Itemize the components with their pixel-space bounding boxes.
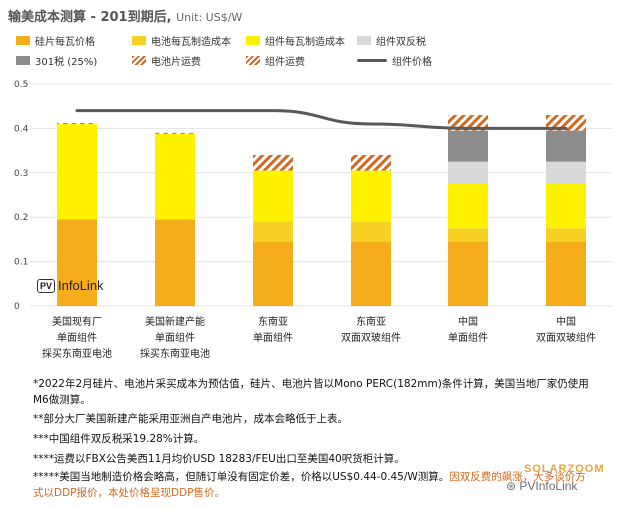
y-tick-label: 0.3 [14, 169, 28, 179]
bar-segment [546, 228, 586, 242]
legend-label: 组件运费 [265, 57, 305, 68]
x-tick-label-line: 中国 [556, 317, 576, 328]
bar-segment [546, 241, 586, 306]
x-tick-label: 美国新建产能 单面组件採买东南亚电池 [125, 315, 225, 363]
footnote-1: *2022年2月硅片、电池片采买成本为预估值，硅片、电池片皆以Mono PERC… [33, 378, 589, 406]
x-tick-label: 中国 单面组件 [418, 315, 518, 347]
y-tick-label: 0.2 [14, 213, 28, 223]
logo-text: InfoLink [58, 278, 104, 293]
x-tick-label-line: 美国现有厂 [52, 317, 102, 328]
bar-segment [546, 130, 586, 162]
logo-badge: PV [37, 278, 56, 293]
x-tick-label: 中国 双面双玻组件 [516, 315, 616, 347]
x-tick-label: 东南亚 单面组件 [223, 315, 323, 347]
bar-segment [448, 228, 488, 242]
legend-label: 硅片每瓦价格 [35, 37, 95, 48]
x-tick-label-line: 採买东南亚电池 [42, 349, 112, 360]
bar-segment [546, 161, 586, 184]
bar-segment [448, 115, 488, 131]
bar-segment [546, 183, 586, 229]
footnote-5-warn-1: 因双反 [449, 471, 481, 483]
legend-swatch [357, 59, 387, 62]
bar-segment [253, 155, 293, 171]
legend-label: 电池每瓦制造成本 [151, 37, 231, 48]
legend-item: 组件价格 [357, 53, 432, 68]
bar-segment [351, 221, 391, 242]
bar-segment [155, 219, 195, 306]
bar-segment [351, 155, 391, 171]
x-tick-label-line: 单面组件 [253, 333, 293, 344]
legend-label: 301税 (25%) [35, 57, 98, 68]
bar-segment [448, 183, 488, 229]
legend-item: 组件每瓦制造成本 [246, 33, 345, 48]
legend-swatch [16, 36, 30, 45]
x-tick-label-line: 採买东南亚电池 [140, 349, 210, 360]
legend-item: 组件运费 [246, 53, 305, 68]
chart-unit: Unit: US$/W [176, 11, 243, 24]
x-tick-label-line: 单面组件 [448, 333, 488, 344]
footnotes: *2022年2月硅片、电池片采买成本为预估值，硅片、电池片皆以Mono PERC… [33, 376, 623, 501]
watermark-account: PVInfoLink [519, 479, 578, 493]
chart-title: 输美成本测算 - 201到期后, Unit: US$/W [8, 6, 242, 25]
legend-swatch [357, 36, 371, 45]
legend-item: 电池片运费 [132, 53, 201, 68]
x-tick-label: 东南亚 双面双玻组件 [321, 315, 421, 347]
legend-swatch [16, 56, 30, 65]
bar-segment [57, 123, 97, 220]
y-tick-label: 0.5 [14, 80, 28, 90]
bar-segment [448, 241, 488, 306]
bar-segment [57, 123, 97, 125]
bar-segment [155, 133, 195, 220]
bar-segment [253, 221, 293, 242]
chart-title-text: 输美成本测算 - 201到期后, [8, 10, 172, 25]
x-tick-label-line: 双面双玻组件 [341, 333, 401, 344]
legend-swatch [132, 36, 146, 45]
price-line [75, 109, 568, 130]
bar-segment [253, 170, 293, 222]
bar-segment [448, 130, 488, 162]
pvinfolink-watermark: ⊛ PVInfoLink [506, 479, 578, 493]
bar-segment [351, 241, 391, 306]
legend-item: 301税 (25%) [16, 53, 97, 68]
y-tick-label: 0.1 [14, 258, 28, 268]
legend-label: 电池片运费 [151, 57, 201, 68]
x-tick-label-line: 中国 [458, 317, 478, 328]
legend-swatch [132, 56, 146, 65]
footnote-4: ****运费以FBX公告美西11月均价USD 18283/FEU出口至美国40呎… [33, 453, 405, 465]
footnote-5-main: *****美国当地制造价格会略高，但随订单没有固定价差，价格以US$0.44-0… [33, 471, 450, 483]
solarzoom-watermark: SOLARZOOM [524, 463, 605, 475]
y-tick-label: 0.4 [14, 124, 29, 134]
bar-segment [351, 170, 391, 222]
legend-item: 电池每瓦制造成本 [132, 33, 231, 48]
x-tick-label-line: 东南亚 [356, 317, 386, 328]
footnote-2: **部分大厂美国新建产能采用亚洲自产电池片，成本会略低于上表。 [33, 413, 348, 425]
footnote-5-warn-2: 费的飙涨，大多谈价方式以DDP报价，本处价格呈现DDP售价。 [33, 471, 586, 499]
legend-swatch [246, 56, 260, 65]
bar-segment [253, 241, 293, 306]
footnote-3: ***中国组件双反税采19.28%计算。 [33, 433, 205, 445]
bar-segment [57, 219, 97, 306]
infolink-logo: PV InfoLink [37, 278, 104, 293]
legend-label: 组件双反税 [376, 37, 426, 48]
legend-label: 组件价格 [392, 57, 432, 68]
x-tick-label-line: 单面组件 [57, 333, 97, 344]
bar-segment [448, 161, 488, 184]
legend-item: 组件双反税 [357, 33, 426, 48]
x-tick-label: 美国现有厂单面组件採买东南亚电池 [27, 315, 127, 363]
legend-swatch [246, 36, 260, 45]
footnote-5: *****美国当地制造价格会略高，但随订单没有固定价差，价格以US$0.44-0… [33, 469, 593, 501]
bar-segment [155, 132, 195, 134]
legend-item: 硅片每瓦价格 [16, 33, 95, 48]
x-tick-label-line: 单面组件 [155, 333, 195, 344]
y-tick-label: 0 [14, 302, 20, 312]
legend-label: 组件每瓦制造成本 [265, 37, 345, 48]
bar-segment [546, 115, 586, 131]
x-tick-label-line: 双面双玻组件 [536, 333, 596, 344]
x-tick-label-line: 东南亚 [258, 317, 288, 328]
x-tick-label-line: 美国新建产能 [145, 317, 205, 328]
